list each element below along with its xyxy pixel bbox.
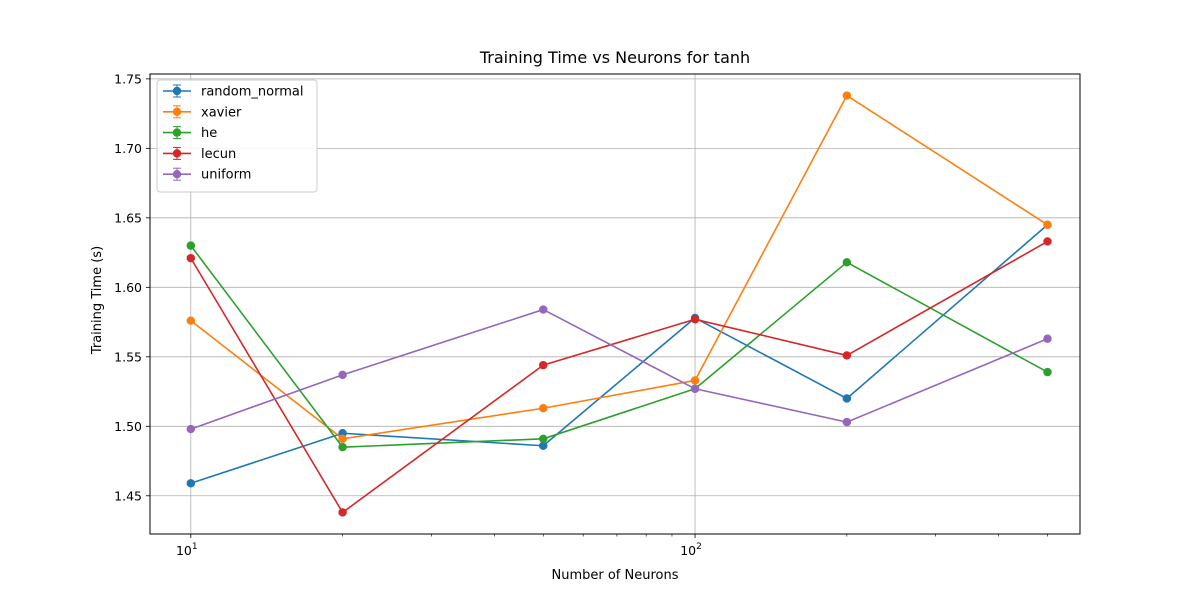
legend-marker: [172, 170, 182, 179]
y-axis-label: Training Time (s): [90, 246, 105, 355]
legend-label: he: [201, 126, 217, 141]
series-line-xavier: [190, 94, 1048, 440]
data-point-xavier: [539, 404, 548, 413]
data-point-xavier: [690, 376, 700, 385]
data-point-he: [1043, 367, 1052, 377]
y-tick-label: 1.75: [114, 71, 142, 86]
series-line-lecun: [190, 240, 1048, 514]
data-point-random_normal: [539, 441, 548, 450]
legend-label: xavier: [201, 105, 242, 120]
y-tick-label: 1.65: [114, 210, 142, 225]
legend-item-uniform: uniform: [163, 167, 251, 183]
series-line-uniform: [190, 308, 1048, 430]
legend-box: [156, 79, 318, 193]
axes-frame: [149, 73, 1081, 535]
data-point-uniform: [186, 424, 196, 434]
data-point-he: [842, 258, 852, 267]
legend-marker: [172, 149, 182, 158]
y-tick-label: 1.70: [114, 141, 142, 156]
legend-label: uniform: [201, 168, 251, 183]
data-point-uniform: [842, 417, 852, 427]
legend-item-xavier: xavier: [163, 105, 242, 120]
data-point-he: [186, 241, 196, 250]
data-point-xavier: [842, 91, 852, 100]
chart-title: Training Time vs Neurons for tanh: [479, 48, 750, 67]
data-point-lecun: [690, 315, 700, 324]
data-point-lecun: [1043, 237, 1052, 246]
y-tick-label: 1.50: [114, 419, 142, 434]
data-point-lecun: [842, 351, 852, 360]
data-point-xavier: [186, 316, 196, 325]
data-point-uniform: [690, 384, 700, 393]
legend-marker: [172, 86, 182, 96]
legend-item-random_normal: random_normal: [163, 84, 303, 100]
x-axis-label: Number of Neurons: [551, 568, 678, 583]
legend-marker: [172, 107, 182, 117]
legend-label: random_normal: [201, 85, 303, 100]
series-line-he: [190, 245, 1048, 448]
data-point-xavier: [338, 434, 347, 444]
data-point-uniform: [338, 370, 347, 380]
series-line-random_normal: [190, 224, 1049, 485]
data-point-he: [338, 442, 347, 452]
legend-label: lecun: [201, 147, 236, 162]
data-point-lecun: [539, 360, 548, 370]
y-tick-label: 1.45: [114, 488, 142, 503]
legend-item-lecun: lecun: [163, 146, 236, 162]
data-point-lecun: [186, 253, 196, 263]
data-point-he: [539, 434, 548, 444]
y-tick-label: 1.55: [114, 349, 142, 364]
series-group: [186, 91, 1052, 517]
data-point-uniform: [539, 305, 548, 314]
legend-marker: [172, 128, 182, 137]
data-point-xavier: [1043, 220, 1052, 229]
data-point-random_normal: [842, 394, 852, 403]
data-point-random_normal: [186, 479, 196, 488]
data-point-uniform: [1043, 334, 1052, 343]
data-point-lecun: [338, 508, 347, 517]
y-tick-label: 1.60: [114, 280, 142, 295]
legend-item-he: he: [163, 126, 217, 141]
axes-border: [149, 73, 1081, 535]
